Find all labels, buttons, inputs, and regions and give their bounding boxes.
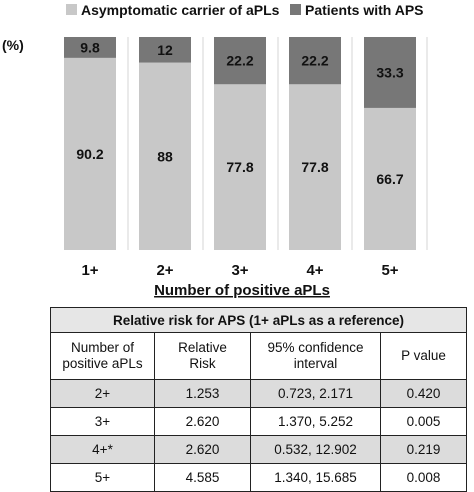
table-cell: 0.219 [379,435,468,464]
table-title: Relative risk for APS (1+ aPLs as a refe… [49,307,468,333]
data-label-carrier-1: 90.2 [76,146,103,162]
x-tick-label-3: 3+ [231,262,248,279]
data-label-carrier-4: 77.8 [301,159,328,175]
header-p-value: P value [379,332,468,380]
bar-carrier-2 [139,62,191,251]
x-axis-label: Number of positive aPLs [154,282,330,299]
table-header-row: Number of positive aPLs Relative Risk 95… [50,332,468,380]
y-unit-label: (%) [2,37,24,53]
legend-label-1: Asymptomatic carrier of aPLs [81,2,280,18]
header-confidence-interval: 95% confidence interval [250,332,381,380]
table-cell: 0.532, 12.902 [250,435,381,464]
header-relative-risk: Relative Risk [154,332,251,380]
table-cell: 4+* [50,435,155,464]
data-label-aps-4: 22.2 [301,53,328,69]
data-label-aps-2: 12 [157,42,173,58]
x-tick-label-2: 2+ [156,262,173,279]
table-cell: 0.005 [379,407,468,436]
data-label-carrier-2: 88 [157,148,173,164]
x-tick-label-5: 5+ [381,262,398,279]
bar-aps-1 [64,37,116,58]
table-cell: 1.370, 5.252 [250,407,381,436]
data-label-carrier-3: 77.8 [226,159,253,175]
legend-label-2: Patients with APS [305,2,424,18]
table-row: 4+* 2.620 0.532, 12.902 0.219 [50,435,468,464]
bar-aps-2 [139,37,191,63]
table-row: 5+ 4.585 1.340, 15.685 0.008 [50,463,468,492]
table-cell: 4.585 [154,463,251,492]
table-cell: 0.008 [379,463,468,492]
data-label-carrier-5: 66.7 [376,171,403,187]
stacked-bar-chart: Asymptomatic carrier of aPLs Patients wit… [2,2,428,299]
table-cell: 5+ [50,463,155,492]
bar-carrier-5 [364,107,416,250]
table-cell: 1.253 [154,379,251,408]
bar-carrier-4 [289,84,341,250]
data-label-aps-5: 33.3 [376,64,403,80]
table-title-row: Relative risk for APS (1+ aPLs as a refe… [49,307,468,333]
table-cell: 0.420 [379,379,468,408]
bar-aps-3 [214,37,266,85]
bar-carrier-1 [64,57,116,251]
bar-aps-5 [364,37,416,108]
data-label-aps-3: 22.2 [226,53,253,69]
bar-carrier-3 [214,84,266,250]
data-label-aps-1: 9.8 [80,39,100,55]
table-cell: 3+ [50,407,155,436]
legend-swatch-2 [290,4,301,15]
table-cell: 1.340, 15.685 [250,463,381,492]
x-tick-label-4: 4+ [306,262,323,279]
legend-swatch-1 [66,4,77,15]
relative-risk-table: Relative risk for APS (1+ aPLs as a refe… [49,307,468,492]
table-cell: 2+ [50,379,155,408]
table-row: 2+ 1.253 0.723, 2.171 0.420 [50,379,468,408]
table-row: 3+ 2.620 1.370, 5.252 0.005 [50,407,468,436]
relative-risk-table-container: Relative risk for APS (1+ aPLs as a refe… [49,307,468,492]
table-cell: 2.620 [154,407,251,436]
header-number-positive: Number of positive aPLs [50,332,155,380]
x-tick-label-1: 1+ [81,262,98,279]
bar-aps-4 [289,37,341,85]
table-cell: 0.723, 2.171 [250,379,381,408]
table-cell: 2.620 [154,435,251,464]
